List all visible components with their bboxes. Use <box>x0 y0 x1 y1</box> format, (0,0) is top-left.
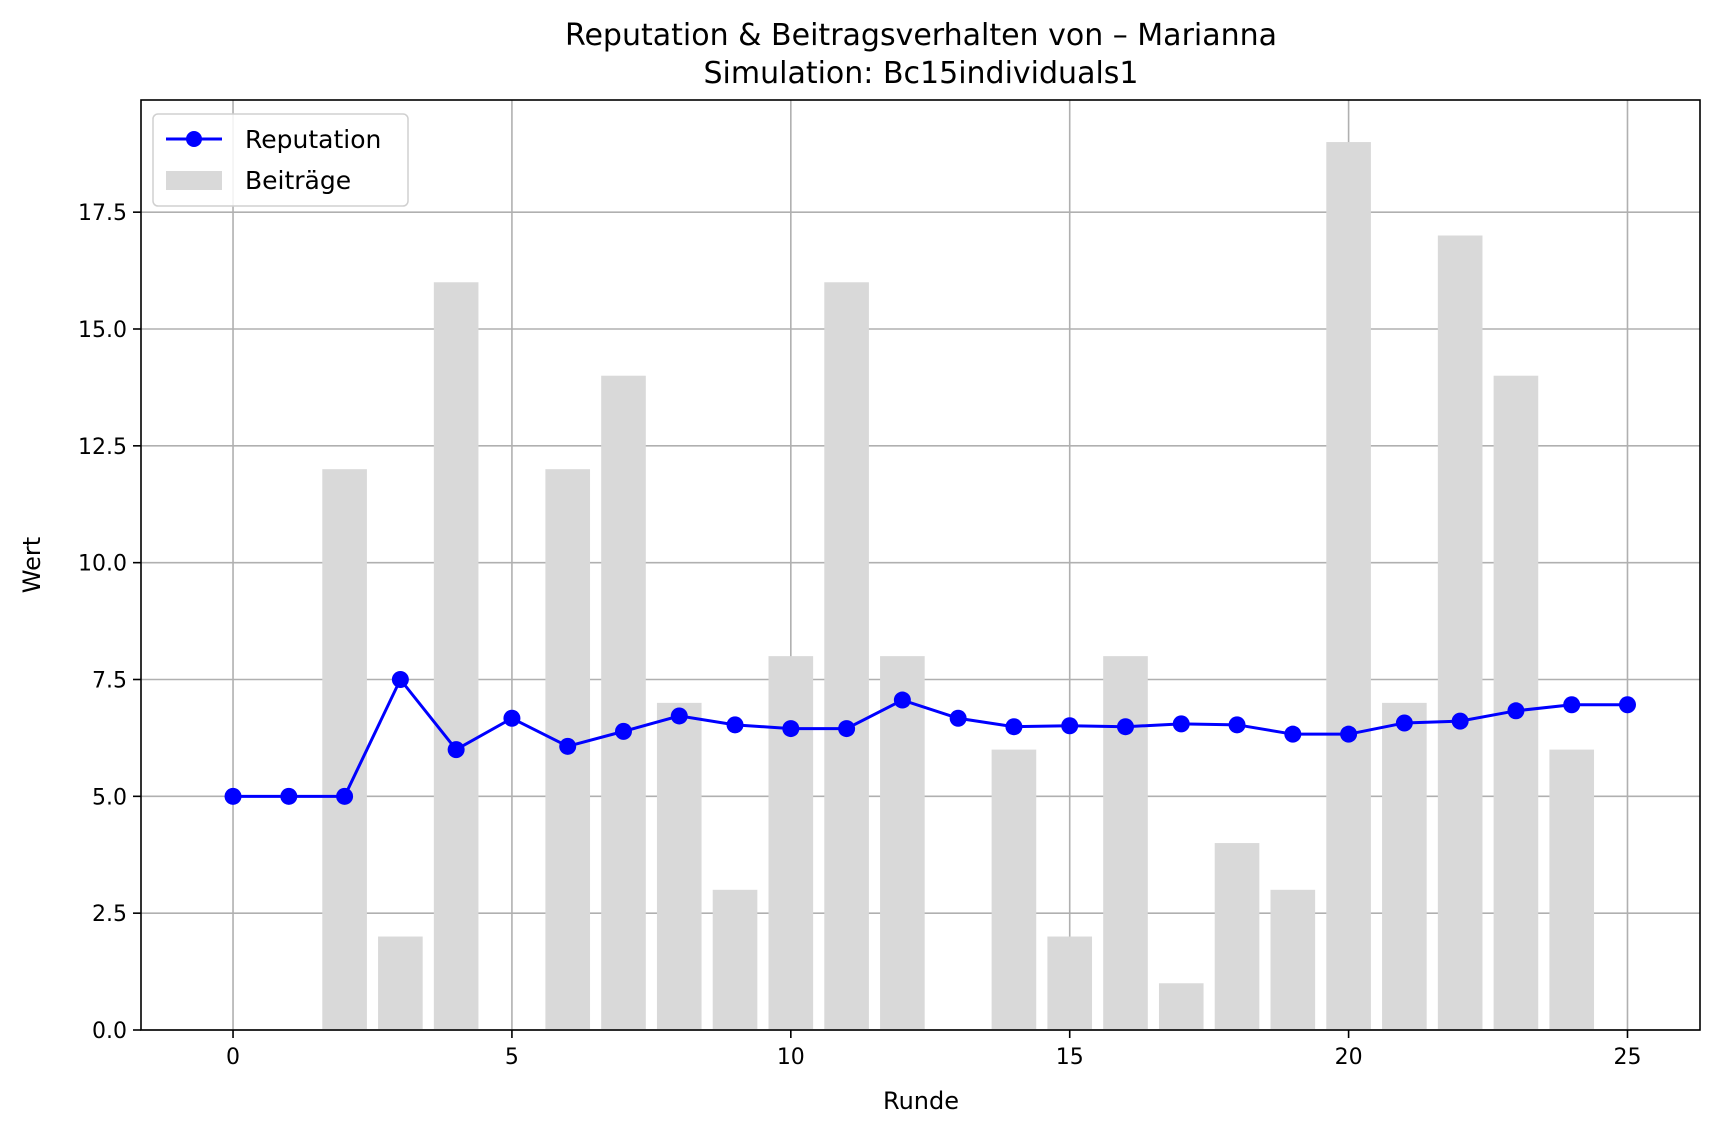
line-series-reputation <box>224 670 1636 805</box>
bar-beitraege <box>1437 235 1483 1030</box>
y-axis-label: Wert <box>18 537 46 593</box>
bar-beitraege <box>712 889 758 1030</box>
y-tick-label: 2.5 <box>92 902 127 927</box>
x-tick-label: 10 <box>777 1045 805 1070</box>
bar-beitraege <box>656 702 702 1030</box>
x-axis-label: Runde <box>883 1087 959 1115</box>
plot-frame <box>140 99 1701 1031</box>
y-tick-label: 0.0 <box>92 1019 127 1044</box>
bar-beitraege <box>1326 142 1371 1030</box>
y-tick-label: 7.5 <box>92 668 127 693</box>
bar-beitraege <box>1270 889 1316 1030</box>
y-tick-label: 17.5 <box>78 201 127 226</box>
reputation-point <box>1284 725 1302 743</box>
reputation-point <box>336 787 354 805</box>
legend-marker-swatch <box>186 131 202 147</box>
legend-label-reputation: Reputation <box>245 125 381 154</box>
reputation-point <box>1395 714 1413 732</box>
bar-series-beitraege <box>322 142 1595 1030</box>
reputation-line <box>233 676 1628 798</box>
reputation-point <box>1116 718 1134 736</box>
bar-beitraege <box>378 936 423 1030</box>
bar-beitraege <box>322 469 367 1030</box>
bar-beitraege <box>768 656 814 1030</box>
bar-beitraege <box>824 282 869 1030</box>
x-tick-label: 0 <box>226 1045 240 1070</box>
bar-beitraege <box>1158 983 1204 1030</box>
bar-beitraege <box>880 656 925 1030</box>
x-tick-label: 15 <box>1056 1045 1084 1070</box>
legend-label-beitraege: Beiträge <box>245 166 351 195</box>
bar-beitraege <box>1382 702 1427 1030</box>
x-tick-label: 20 <box>1335 1045 1363 1070</box>
chart-subtitle: Simulation: Bc15individuals1 <box>704 56 1139 91</box>
reputation-point <box>1507 702 1525 720</box>
reputation-point <box>782 720 800 738</box>
bar-beitraege <box>433 282 479 1030</box>
reputation-point <box>503 709 521 727</box>
reputation-point <box>391 670 409 688</box>
reputation-point <box>1228 716 1246 734</box>
y-tick-label: 5.0 <box>92 785 127 810</box>
reputation-point <box>280 787 298 805</box>
reputation-point <box>559 737 577 755</box>
legend-bar-swatch <box>166 171 222 190</box>
reputation-point <box>838 720 856 738</box>
reputation-point <box>893 691 911 709</box>
reputation-point <box>1061 717 1079 735</box>
y-tick-label: 15.0 <box>78 318 127 343</box>
reputation-point <box>224 787 242 805</box>
y-tick-label: 10.0 <box>78 552 127 577</box>
reputation-point <box>447 741 465 759</box>
reputation-point <box>726 716 744 734</box>
y-tick-label: 12.5 <box>78 435 127 460</box>
reputation-point <box>949 709 967 727</box>
reputation-point <box>1451 712 1469 730</box>
legend: Reputation Beiträge <box>152 113 409 207</box>
x-tick-label: 5 <box>505 1045 519 1070</box>
bar-beitraege <box>1047 936 1093 1030</box>
reputation-point <box>670 707 688 725</box>
reputation-point <box>1618 696 1636 714</box>
reputation-point <box>1172 715 1190 733</box>
x-tick-label: 25 <box>1613 1045 1641 1070</box>
bar-beitraege <box>991 749 1037 1030</box>
chart-title: Reputation & Beitragsverhalten von – Mar… <box>565 18 1277 53</box>
bar-beitraege <box>1549 749 1595 1030</box>
bar-beitraege <box>1214 843 1260 1030</box>
bar-beitraege <box>1103 656 1148 1030</box>
reputation-point <box>1563 696 1581 714</box>
reputation-point <box>1340 725 1358 743</box>
axis-ticks: 0 5 10 15 20 25 0.0 2.5 5.0 7.5 10.0 12.5 15.0 17.5 <box>78 201 1641 1070</box>
reputation-point <box>1005 718 1023 736</box>
reputation-point <box>614 722 632 740</box>
bar-beitraege <box>601 375 646 1030</box>
